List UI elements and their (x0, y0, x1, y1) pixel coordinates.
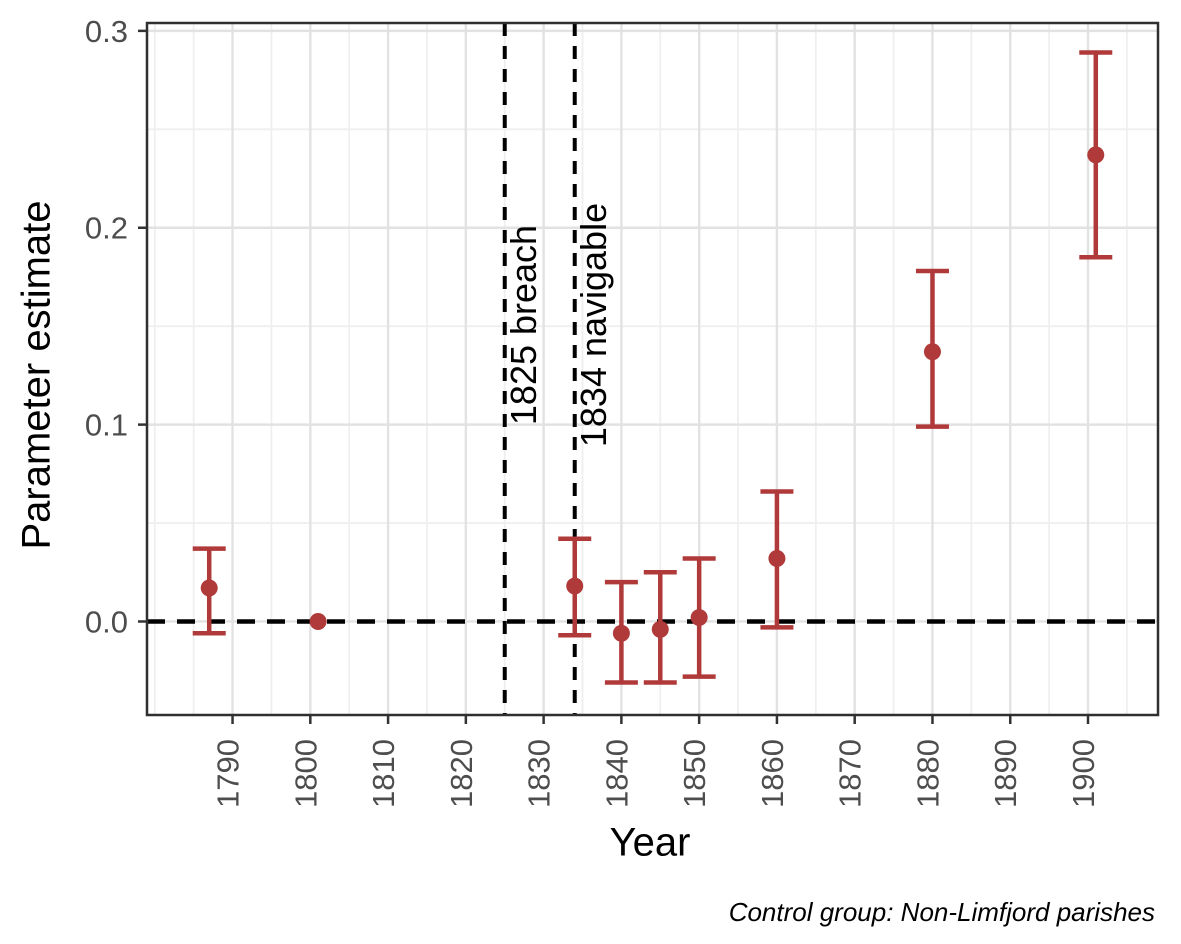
estimate-point (1087, 146, 1105, 164)
x-tick-label: 1890 (988, 739, 1023, 808)
x-tick-label: 1820 (444, 739, 479, 808)
y-tick-label: 0.3 (85, 14, 128, 49)
x-tick-label: 1790 (211, 739, 246, 808)
y-tick-label: 0.1 (85, 408, 128, 443)
estimate-point (923, 343, 941, 361)
x-tick-label: 1880 (910, 739, 945, 808)
x-tick-label: 1840 (599, 739, 634, 808)
x-tick-label: 1870 (833, 739, 868, 808)
figure-caption: Control group: Non-Limfjord parishes (728, 897, 1155, 927)
estimate-point (768, 549, 786, 567)
estimate-point (309, 612, 327, 630)
vline-label-1825-breach: 1825 breach (503, 224, 544, 426)
panel-border (145, 21, 1160, 717)
y-axis-title: Parameter estimate (14, 200, 59, 550)
x-tick-label: 1800 (288, 739, 323, 808)
estimate-point (690, 609, 708, 627)
y-tick-label: 0.2 (85, 211, 128, 246)
x-tick-label: 1860 (755, 739, 790, 808)
x-tick-label: 1830 (522, 739, 557, 808)
x-axis-title: Year (609, 820, 691, 865)
estimate-point (651, 620, 669, 638)
x-tick-label: 1810 (366, 739, 401, 808)
estimate-point (612, 624, 630, 642)
vline-label-1834-navigable: 1834 navigable (573, 202, 614, 448)
x-tick-label: 1850 (677, 739, 712, 808)
panel-background (147, 23, 1158, 715)
estimate-point (200, 579, 218, 597)
x-tick-label: 1900 (1066, 739, 1101, 808)
y-tick-label: 0.0 (85, 604, 128, 639)
estimate-point (566, 577, 584, 595)
